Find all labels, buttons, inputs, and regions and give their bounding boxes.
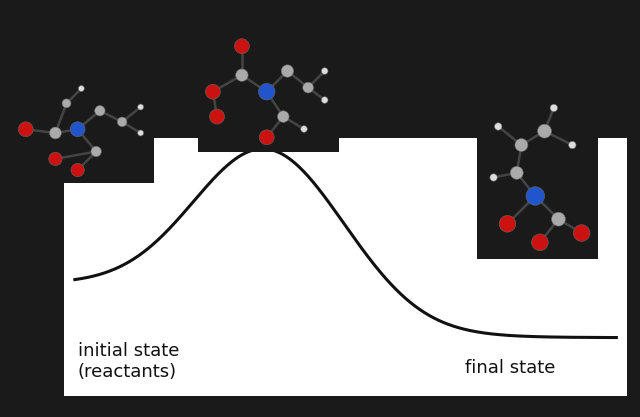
Circle shape [19, 122, 33, 137]
Circle shape [259, 130, 274, 145]
Circle shape [71, 163, 84, 177]
Circle shape [321, 68, 328, 74]
Circle shape [552, 212, 565, 226]
Circle shape [49, 152, 62, 166]
Circle shape [573, 225, 590, 241]
Circle shape [91, 146, 101, 157]
Circle shape [234, 39, 250, 54]
Circle shape [281, 65, 294, 77]
Circle shape [49, 127, 61, 139]
Circle shape [78, 85, 84, 91]
Text: initial state
(reactants): initial state (reactants) [77, 342, 179, 381]
Circle shape [117, 117, 127, 127]
Circle shape [138, 130, 143, 136]
Circle shape [62, 99, 71, 108]
Circle shape [236, 69, 248, 81]
Circle shape [490, 174, 497, 181]
Circle shape [495, 123, 502, 130]
Circle shape [532, 234, 548, 251]
Circle shape [569, 141, 576, 149]
Circle shape [301, 126, 307, 132]
Circle shape [138, 104, 143, 110]
Circle shape [303, 82, 314, 93]
Circle shape [510, 166, 524, 179]
Circle shape [95, 106, 105, 116]
Circle shape [515, 138, 528, 151]
Circle shape [538, 124, 552, 138]
Circle shape [259, 83, 275, 100]
Circle shape [205, 84, 220, 99]
Circle shape [550, 104, 557, 112]
Circle shape [209, 109, 225, 124]
Text: final state: final state [465, 359, 555, 377]
Circle shape [526, 187, 545, 205]
Circle shape [70, 122, 85, 137]
Circle shape [278, 111, 289, 122]
Circle shape [321, 97, 328, 103]
Circle shape [499, 216, 516, 232]
